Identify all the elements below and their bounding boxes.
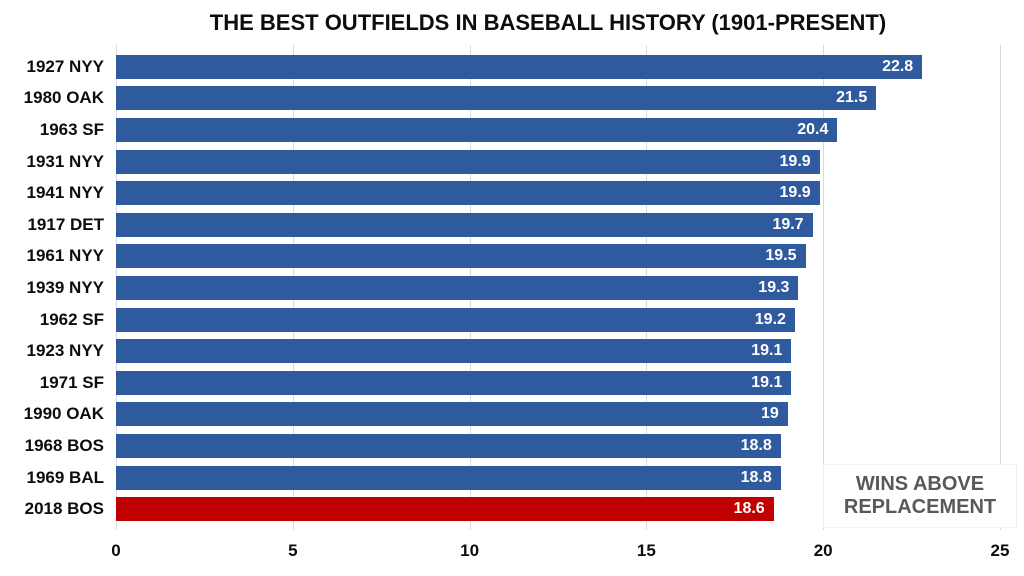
bar: 18.8 (116, 465, 781, 490)
x-tick-label-5: 5 (288, 541, 298, 560)
legend-note: WINS ABOVE REPLACEMENT (823, 464, 1017, 528)
category-label: 1917 DET (27, 214, 104, 234)
category-label: 1927 NYY (26, 56, 105, 76)
x-tick-label-15: 15 (636, 541, 656, 560)
chart-row: 1962 SF 19.2 (0, 304, 1000, 336)
bar-track: 20.4 (116, 114, 1000, 146)
chart-row: 1980 OAK 21.5 (0, 83, 1000, 115)
chart-row: 1990 OAK 19 (0, 399, 1000, 431)
category-label: 2018 BOS (24, 499, 104, 519)
bar-rows: 1927 NYY 22.8 1980 OAK 21.5 1963 SF 20.4 1931 … (0, 51, 1000, 525)
bar-track: 18.8 (116, 462, 1000, 494)
bar: 19.9 (116, 181, 820, 206)
category-label: 1931 NYY (26, 151, 105, 171)
x-tick-label-20: 20 (813, 541, 833, 560)
chart-row: 1923 NYY 19.1 (0, 335, 1000, 367)
bar-value-label: 19.9 (779, 152, 811, 170)
bar-track: 19.1 (116, 367, 1000, 399)
bar-track: 19.2 (116, 304, 1000, 336)
bar: 19.5 (116, 244, 806, 269)
bar-value-label: 22.8 (882, 57, 914, 75)
x-tick-label-10: 10 (460, 541, 480, 560)
category-label: 1971 SF (39, 372, 104, 392)
bar-track: 19.3 (116, 272, 1000, 304)
bar-track: 19.7 (116, 209, 1000, 241)
bar-track: 21.5 (116, 83, 1000, 115)
bar-value-label: 19.2 (754, 310, 786, 328)
bar: 19.1 (116, 339, 792, 364)
bar: 19.9 (116, 149, 820, 174)
bar: 19.7 (116, 212, 813, 237)
bar-track: 18.8 (116, 430, 1000, 462)
category-label: 1962 SF (39, 309, 104, 329)
legend-note-line2: REPLACEMENT (843, 496, 997, 518)
gridline-25 (1000, 45, 1001, 530)
chart-row: 1941 NYY 19.9 (0, 177, 1000, 209)
bar-value-label: 19.1 (751, 342, 783, 360)
bar: 21.5 (116, 86, 877, 111)
chart-row: 1931 NYY 19.9 (0, 146, 1000, 178)
category-label: 1923 NYY (26, 341, 105, 361)
chart-title: THE BEST OUTFIELDS IN BASEBALL HISTORY (… (209, 10, 887, 35)
chart-row: 1917 DET 19.7 (0, 209, 1000, 241)
bar: 19 (116, 402, 788, 427)
category-label: 1969 BAL (26, 467, 104, 487)
bar-track: 19 (116, 399, 1000, 431)
chart-row: 1963 SF 20.4 (0, 114, 1000, 146)
chart-row: 1969 BAL 18.8 (0, 462, 1000, 494)
category-label: 1939 NYY (26, 277, 105, 297)
bar-track: 22.8 (116, 51, 1000, 83)
bar-value-label: 19.1 (751, 373, 783, 391)
bar-track: 18.6 (116, 493, 1000, 525)
chart-row: 1971 SF 19.1 (0, 367, 1000, 399)
legend-note-line1: WINS ABOVE (855, 473, 985, 495)
category-label: 1968 BOS (24, 435, 104, 455)
bar-value-label: 19.9 (779, 184, 811, 202)
bar-value-label: 18.6 (733, 500, 765, 518)
bar-track: 19.9 (116, 146, 1000, 178)
chart-row: 1927 NYY 22.8 (0, 51, 1000, 83)
bar-value-label: 19 (761, 405, 779, 423)
x-tick-label-25: 25 (990, 541, 1010, 560)
bar: 19.2 (116, 307, 795, 332)
chart-row: 1968 BOS 18.8 (0, 430, 1000, 462)
bar-value-label: 20.4 (797, 120, 829, 138)
bar-value-label: 19.5 (765, 247, 797, 265)
bar-track: 19.9 (116, 177, 1000, 209)
bar-track: 19.5 (116, 241, 1000, 273)
bar-value-label: 21.5 (836, 89, 868, 107)
bar-value-label: 19.3 (758, 278, 790, 296)
bar: 18.8 (116, 433, 781, 458)
bar-value-label: 18.8 (740, 468, 772, 486)
bar: 20.4 (116, 117, 838, 142)
chart-row: 2018 BOS 18.6 (0, 493, 1000, 525)
bar: 19.1 (116, 370, 792, 395)
chart-row: 1961 NYY 19.5 (0, 241, 1000, 273)
category-label: 1980 OAK (23, 88, 104, 108)
bar-value-label: 18.8 (740, 436, 772, 454)
category-label: 1941 NYY (26, 183, 105, 203)
bar-highlight: 18.6 (116, 497, 774, 522)
x-tick-label-0: 0 (111, 541, 121, 560)
category-label: 1961 NYY (26, 246, 105, 266)
bar: 19.3 (116, 275, 799, 300)
x-axis: 0 5 10 15 20 25 (111, 541, 1009, 565)
gridline-20 (823, 45, 825, 530)
bar-track: 19.1 (116, 335, 1000, 367)
chart-row: 1939 NYY 19.3 (0, 272, 1000, 304)
category-label: 1990 OAK (23, 404, 104, 424)
bar: 22.8 (116, 54, 923, 79)
category-label: 1963 SF (39, 119, 104, 139)
bar-value-label: 19.7 (772, 215, 804, 233)
